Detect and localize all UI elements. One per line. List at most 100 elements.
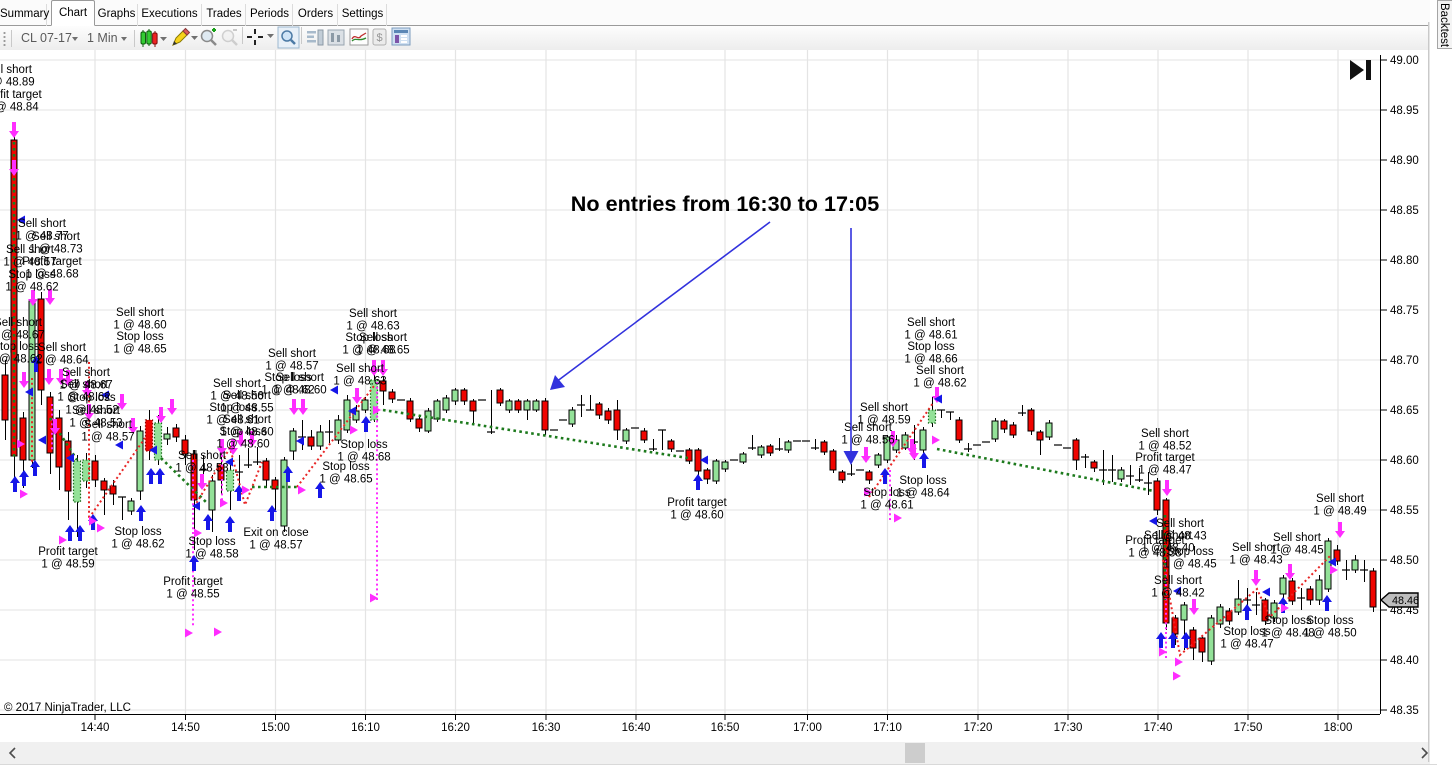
svg-text:Stop loss: Stop loss <box>1264 615 1312 627</box>
svg-text:1 @ 48.63: 1 @ 48.63 <box>333 376 386 388</box>
svg-text:1 @ 48.57: 1 @ 48.57 <box>3 257 56 269</box>
svg-text:Sell short: Sell short <box>62 367 111 379</box>
svg-text:Stop loss: Stop loss <box>322 461 370 473</box>
svg-text:17:00: 17:00 <box>793 722 822 734</box>
svg-text:1 @ 48.61: 1 @ 48.61 <box>206 415 259 427</box>
svg-text:Sell short: Sell short <box>907 317 956 329</box>
svg-text:1 @ 48.48: 1 @ 48.48 <box>1261 628 1314 640</box>
svg-text:Exit on close: Exit on close <box>243 527 308 539</box>
svg-text:17:20: 17:20 <box>964 722 993 734</box>
svg-text:48.55: 48.55 <box>1390 505 1419 517</box>
svg-text:1 @ 48.60: 1 @ 48.60 <box>273 385 326 397</box>
svg-text:1 @ 48.57: 1 @ 48.57 <box>249 540 302 552</box>
svg-text:Stop loss: Stop loss <box>264 372 312 384</box>
svg-text:14:50: 14:50 <box>171 722 200 734</box>
svg-text:1 @ 48.84: 1 @ 48.84 <box>0 102 39 114</box>
svg-text:Sell short: Sell short <box>6 244 55 256</box>
svg-text:14:40: 14:40 <box>81 722 110 734</box>
svg-text:Stop loss: Stop loss <box>863 487 911 499</box>
svg-text:1 @ 48.62: 1 @ 48.62 <box>0 354 43 366</box>
svg-text:1 @ 48.62: 1 @ 48.62 <box>913 378 966 390</box>
svg-text:48.40: 48.40 <box>1390 655 1419 667</box>
svg-text:Stop loss: Stop loss <box>188 536 236 548</box>
svg-text:1 @ 48.49: 1 @ 48.49 <box>1313 506 1366 518</box>
svg-text:Stop loss: Stop loss <box>209 402 257 414</box>
svg-text:Sell short: Sell short <box>178 450 227 462</box>
svg-text:1 @ 48.89: 1 @ 48.89 <box>0 77 35 89</box>
svg-text:Sell short: Sell short <box>349 308 398 320</box>
svg-text:48.90: 48.90 <box>1390 155 1419 167</box>
svg-text:1 @ 48.47: 1 @ 48.47 <box>1220 639 1273 651</box>
svg-text:Stop loss: Stop loss <box>345 332 393 344</box>
svg-text:Sell short: Sell short <box>1273 532 1322 544</box>
svg-text:1 @ 48.65: 1 @ 48.65 <box>356 345 409 357</box>
svg-text:1 @ 48.68: 1 @ 48.68 <box>25 269 78 281</box>
svg-text:Sell short: Sell short <box>38 342 87 354</box>
svg-text:1 @ 48.59: 1 @ 48.59 <box>41 559 94 571</box>
svg-text:48.50: 48.50 <box>1390 555 1419 567</box>
svg-text:1 @ 48.57: 1 @ 48.57 <box>81 432 134 444</box>
svg-text:1 @ 48.45: 1 @ 48.45 <box>1163 559 1216 571</box>
svg-text:Sell short: Sell short <box>1232 542 1281 554</box>
svg-text:1 @ 48.60: 1 @ 48.60 <box>220 427 273 439</box>
svg-text:48.60: 48.60 <box>1390 455 1419 467</box>
svg-text:Stop loss: Stop loss <box>907 341 955 353</box>
svg-text:Sell short: Sell short <box>72 405 121 417</box>
svg-text:1 @ 48.64: 1 @ 48.64 <box>896 488 950 500</box>
svg-text:48.75: 48.75 <box>1390 305 1419 317</box>
svg-text:Sell short: Sell short <box>844 422 893 434</box>
svg-text:$: $ <box>376 32 382 44</box>
svg-text:Profit target: Profit target <box>1135 452 1195 464</box>
svg-text:Sell short: Sell short <box>84 419 133 431</box>
svg-text:18:00: 18:00 <box>1324 722 1353 734</box>
svg-text:17:10: 17:10 <box>873 722 902 734</box>
svg-text:Profit target: Profit target <box>0 89 43 101</box>
svg-text:1 @ 48.59: 1 @ 48.59 <box>857 415 910 427</box>
svg-text:Sell short: Sell short <box>223 390 272 402</box>
svg-text:Sell short: Sell short <box>60 379 109 391</box>
svg-text:1 @ 48.61: 1 @ 48.61 <box>860 500 913 512</box>
svg-text:Profit target: Profit target <box>1125 535 1185 547</box>
svg-text:16:10: 16:10 <box>351 722 380 734</box>
svg-text:Sell short: Sell short <box>223 414 272 426</box>
svg-text:1 @ 48.42: 1 @ 48.42 <box>1151 588 1204 600</box>
svg-text:1 @ 48.43: 1 @ 48.43 <box>1153 531 1206 543</box>
svg-text:Sell short: Sell short <box>860 402 909 414</box>
svg-text:48.70: 48.70 <box>1390 355 1419 367</box>
svg-text:16:40: 16:40 <box>622 722 651 734</box>
svg-text:Sell short: Sell short <box>116 307 165 319</box>
svg-text:Sell short: Sell short <box>213 378 262 390</box>
svg-text:Profit target: Profit target <box>22 256 82 268</box>
svg-text:Sell short: Sell short <box>1154 575 1203 587</box>
svg-text:Stop loss: Stop loss <box>114 526 162 538</box>
svg-text:1 @ 48.55: 1 @ 48.55 <box>220 403 273 415</box>
svg-text:Stop loss: Stop loss <box>219 426 267 438</box>
svg-text:1 @ 48.52: 1 @ 48.52 <box>1138 441 1191 453</box>
svg-text:1 @ 48.62: 1 @ 48.62 <box>111 539 164 551</box>
svg-text:48.35: 48.35 <box>1390 705 1419 717</box>
svg-text:1 @ 48.47: 1 @ 48.47 <box>1138 465 1191 477</box>
svg-text:Sell short: Sell short <box>268 348 317 360</box>
svg-text:48.46: 48.46 <box>1392 595 1419 607</box>
svg-text:Sell short: Sell short <box>0 64 33 76</box>
svg-text:1 @ 48.64: 1 @ 48.64 <box>35 355 89 367</box>
svg-text:1 @ 48.57: 1 @ 48.57 <box>265 361 318 373</box>
svg-text:1 @ 48.62: 1 @ 48.62 <box>57 392 110 404</box>
svg-text:48.65: 48.65 <box>1390 405 1419 417</box>
svg-text:Stop loss: Stop loss <box>340 439 388 451</box>
svg-text:1 @ 48.60: 1 @ 48.60 <box>216 439 269 451</box>
svg-text:No entries from 16:30 to 17:05: No entries from 16:30 to 17:05 <box>571 191 879 216</box>
svg-text:1 @ 48.77: 1 @ 48.77 <box>15 231 68 243</box>
svg-text:1 @ 48.50: 1 @ 48.50 <box>1303 628 1356 640</box>
svg-text:1 @ 48.67: 1 @ 48.67 <box>0 330 45 342</box>
svg-text:49.00: 49.00 <box>1390 55 1419 67</box>
svg-text:1 @ 48.56: 1 @ 48.56 <box>210 391 263 403</box>
svg-text:Sell short: Sell short <box>276 372 325 384</box>
svg-text:Sell short: Sell short <box>1144 530 1193 542</box>
svg-text:17:50: 17:50 <box>1234 722 1263 734</box>
svg-text:1 @ 48.62: 1 @ 48.62 <box>5 282 58 294</box>
svg-text:17:40: 17:40 <box>1144 722 1173 734</box>
svg-text:1 @ 48.38: 1 @ 48.38 <box>1128 548 1181 560</box>
svg-text:Sell short: Sell short <box>18 218 67 230</box>
svg-text:1 @ 48.73: 1 @ 48.73 <box>29 244 82 256</box>
